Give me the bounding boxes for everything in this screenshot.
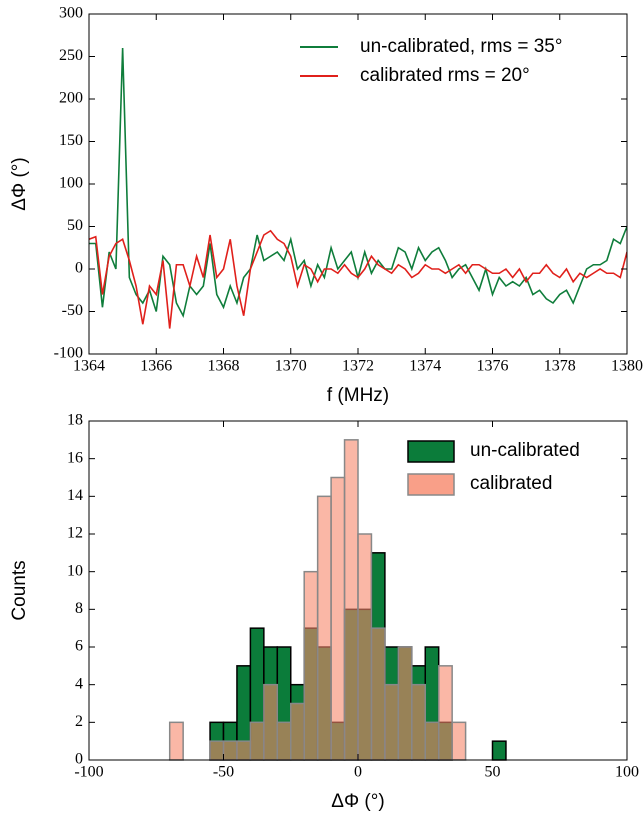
y-tick-label: 200 bbox=[59, 90, 83, 107]
hist-bar bbox=[276, 721, 292, 761]
x-tick-label: -100 bbox=[74, 764, 103, 781]
y-tick-label: 100 bbox=[59, 175, 83, 192]
legend-label: un-calibrated, rms = 35° bbox=[360, 36, 562, 57]
y-tick-label: 10 bbox=[67, 562, 83, 579]
hist-bar bbox=[411, 683, 426, 761]
y-tick-label: 12 bbox=[67, 525, 83, 542]
hist-bar bbox=[330, 476, 346, 761]
hist-bar bbox=[397, 646, 413, 761]
x-tick-label: 1376 bbox=[477, 358, 509, 375]
y-tick-label: 8 bbox=[75, 600, 83, 617]
hist-bar bbox=[209, 740, 225, 761]
data-line bbox=[89, 229, 627, 329]
hist-bar bbox=[249, 721, 265, 761]
y-tick-label: 2 bbox=[75, 713, 83, 730]
y-tick-label: 14 bbox=[67, 487, 83, 504]
hist-bar bbox=[451, 721, 467, 761]
hist-bar bbox=[424, 721, 440, 761]
y-tick-label: 16 bbox=[67, 449, 83, 466]
x-axis-label: ΔΦ (°) bbox=[331, 791, 384, 812]
y-tick-label: -50 bbox=[62, 302, 83, 319]
data-line bbox=[89, 47, 627, 319]
x-tick-label: 1380 bbox=[611, 358, 643, 375]
y-tick-label: 150 bbox=[59, 132, 83, 149]
x-tick-label: -50 bbox=[213, 764, 234, 781]
x-tick-label: 1374 bbox=[409, 358, 441, 375]
hist-bar bbox=[316, 495, 332, 761]
y-tick-label: 300 bbox=[59, 5, 83, 22]
legend-swatch bbox=[407, 473, 455, 496]
hist-bar bbox=[263, 683, 279, 761]
y-tick-label: 4 bbox=[75, 675, 83, 692]
x-tick-label: 1370 bbox=[275, 358, 307, 375]
x-axis-label: f (MHz) bbox=[327, 385, 389, 406]
hist-bar bbox=[343, 439, 359, 761]
x-tick-label: 1366 bbox=[140, 358, 172, 375]
y-tick-label: 6 bbox=[75, 638, 83, 655]
x-tick-label: 100 bbox=[615, 764, 639, 781]
y-tick-label: 0 bbox=[75, 260, 83, 277]
legend-label: calibrated bbox=[470, 473, 552, 494]
y-tick-label: 0 bbox=[75, 751, 83, 768]
y-tick-label: 18 bbox=[67, 412, 83, 429]
legend-label: calibrated rms = 20° bbox=[360, 65, 530, 86]
hist-bar bbox=[357, 533, 373, 761]
x-tick-label: 50 bbox=[485, 764, 501, 781]
y-tick-label: -100 bbox=[54, 345, 83, 362]
legend-label: un-calibrated bbox=[470, 440, 580, 461]
hist-bar bbox=[384, 683, 400, 761]
x-tick-label: 0 bbox=[354, 764, 362, 781]
hist-bar bbox=[370, 627, 386, 761]
x-tick-label: 1372 bbox=[342, 358, 374, 375]
x-tick-label: 1368 bbox=[208, 358, 240, 375]
hist-bar bbox=[437, 665, 453, 761]
hist-bar bbox=[236, 740, 252, 761]
y-tick-label: 50 bbox=[67, 217, 83, 234]
x-tick-label: 1364 bbox=[73, 358, 105, 375]
y-tick-label: 250 bbox=[59, 47, 83, 64]
hist-bar bbox=[491, 740, 507, 761]
legend-swatch bbox=[407, 440, 455, 463]
hist-bar bbox=[222, 740, 238, 761]
hist-bar bbox=[168, 721, 184, 761]
x-tick-label: 1378 bbox=[544, 358, 576, 375]
y-axis-label: Counts bbox=[9, 560, 30, 620]
hist-bar bbox=[303, 570, 319, 761]
y-axis-label: ΔΦ (°) bbox=[9, 157, 30, 210]
plot-frame bbox=[88, 13, 628, 355]
hist-bar bbox=[290, 702, 305, 761]
